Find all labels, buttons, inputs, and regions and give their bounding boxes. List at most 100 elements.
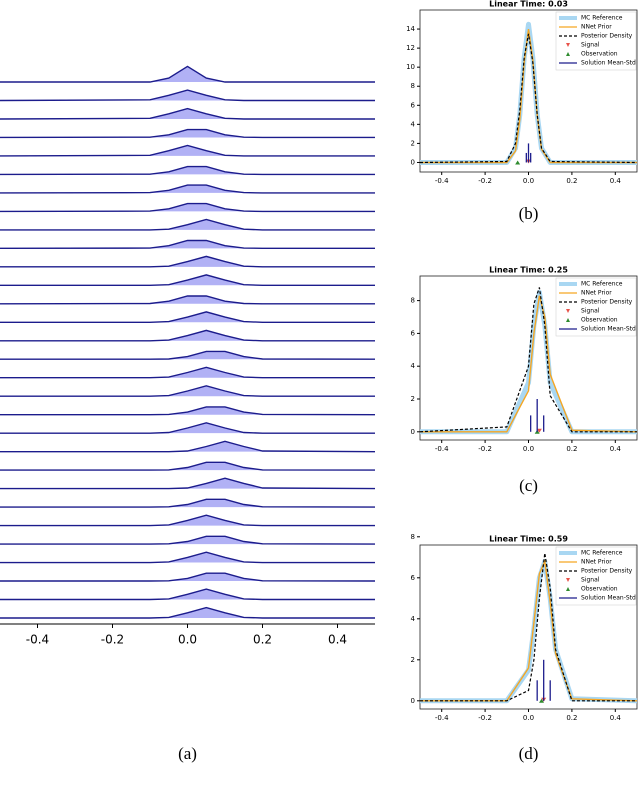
legend-key	[566, 587, 570, 591]
legend-key	[566, 43, 570, 47]
y-tick-label: 2	[411, 656, 415, 664]
ridge-line	[0, 65, 375, 83]
ridge-fill	[0, 296, 375, 304]
y-tick-label: 2	[411, 139, 415, 147]
ridge-fill	[0, 499, 375, 508]
posterior-density	[420, 553, 637, 702]
legend-box	[555, 277, 637, 337]
y-tick-label: 0	[411, 697, 415, 705]
ridge-fill	[0, 406, 375, 415]
ridge-line	[0, 551, 375, 564]
ridge-line	[0, 107, 375, 120]
ridge-line	[0, 89, 375, 102]
legend-key	[566, 318, 570, 322]
y-tick-label: 8	[411, 82, 415, 90]
x-tick-label: 0.0	[523, 714, 534, 722]
legend-label: NNet Prior	[581, 24, 612, 31]
ridge-line	[0, 477, 376, 490]
ridge-fill	[0, 351, 375, 360]
ridge-fill	[0, 536, 375, 545]
chart-title: Linear Time: 0.25	[489, 266, 568, 275]
legend-label: MC Reference	[581, 15, 623, 22]
ridge-fill	[0, 330, 375, 341]
ridge-fill	[0, 573, 375, 582]
y-tick-label: 10	[406, 63, 415, 71]
ridge-line	[0, 366, 375, 379]
ridge-line	[0, 184, 375, 194]
nnet-prior	[420, 295, 638, 433]
legend-label: MC Reference	[581, 281, 623, 288]
legend-key	[566, 52, 570, 56]
posterior-density	[419, 287, 637, 433]
x-tick-label: -0.2	[478, 177, 492, 185]
legend-box	[555, 546, 637, 606]
ridge-line	[0, 255, 375, 268]
ridge-line	[0, 350, 376, 360]
x-tick-label: -0.2	[478, 445, 492, 453]
ridge-fill	[0, 203, 375, 212]
ridge-line	[0, 461, 376, 471]
legend-label: Posterior Density	[581, 299, 633, 306]
legend-label: MC Reference	[581, 550, 623, 557]
nnet-prior	[420, 29, 637, 164]
x-tick-label: 0.4	[610, 714, 622, 722]
ridge-line	[0, 588, 375, 601]
observation-marker	[539, 698, 545, 703]
ridge-line	[0, 440, 376, 453]
x-tick-label: -0.4	[435, 177, 449, 185]
y-tick-label: 4	[411, 120, 416, 128]
y-tick-label: 6	[411, 101, 416, 109]
ridge-line	[0, 385, 375, 397]
ridge-fill	[0, 108, 375, 119]
y-tick-label: 6	[411, 574, 416, 582]
x-tick-label: 0.2	[253, 633, 272, 647]
ridge-line	[0, 144, 375, 157]
ridge-line	[0, 128, 375, 139]
ridge-line	[0, 406, 376, 416]
observation-marker	[515, 160, 521, 165]
x-tick-label: 0.4	[610, 445, 622, 453]
x-tick-label: -0.4	[435, 445, 449, 453]
ridge-line	[0, 606, 375, 619]
ridge-line	[0, 165, 375, 176]
legend-label: Signal	[581, 42, 600, 49]
ridge-line	[0, 422, 375, 434]
legend-label: Solution Mean-Std	[581, 326, 636, 333]
y-tick-label: 8	[411, 297, 415, 305]
y-tick-label: 0	[411, 158, 415, 166]
y-tick-label: 6	[411, 329, 416, 337]
ridge-fill	[0, 90, 375, 101]
y-tick-label: 4	[411, 362, 416, 370]
x-tick-label: 0.2	[566, 445, 577, 453]
legend-label: Observation	[581, 317, 618, 324]
chart-title: Linear Time: 0.03	[489, 0, 568, 9]
ridge-fill	[0, 185, 375, 193]
x-tick-label: 0.2	[566, 177, 577, 185]
ridge-fill	[0, 145, 375, 156]
caption: (d)	[519, 744, 539, 763]
ridge-fill	[0, 129, 375, 138]
x-tick-label: 0.0	[523, 445, 534, 453]
x-tick-label: -0.2	[101, 633, 124, 647]
y-tick-label: 8	[411, 533, 415, 541]
legend-label: NNet Prior	[581, 559, 612, 566]
ridge-fill	[0, 478, 375, 489]
legend-label: Solution Mean-Std	[581, 60, 636, 67]
ridge-line	[0, 218, 375, 231]
ridge-line	[0, 274, 375, 286]
legend-label: Observation	[581, 51, 618, 58]
legend-label: Posterior Density	[581, 568, 633, 575]
signal-marker	[536, 428, 542, 433]
legend-box	[555, 11, 637, 71]
ridge-line	[0, 498, 376, 508]
ridge-line	[0, 572, 376, 582]
ridge-fill	[0, 166, 375, 175]
x-tick-label: -0.4	[26, 633, 49, 647]
posterior-density	[419, 33, 638, 164]
chart-title: Linear Time: 0.59	[489, 535, 568, 544]
y-tick-label: 12	[406, 44, 415, 52]
legend-label: Signal	[581, 577, 600, 584]
ridge-line	[0, 295, 375, 305]
nnet-prior	[420, 558, 638, 702]
